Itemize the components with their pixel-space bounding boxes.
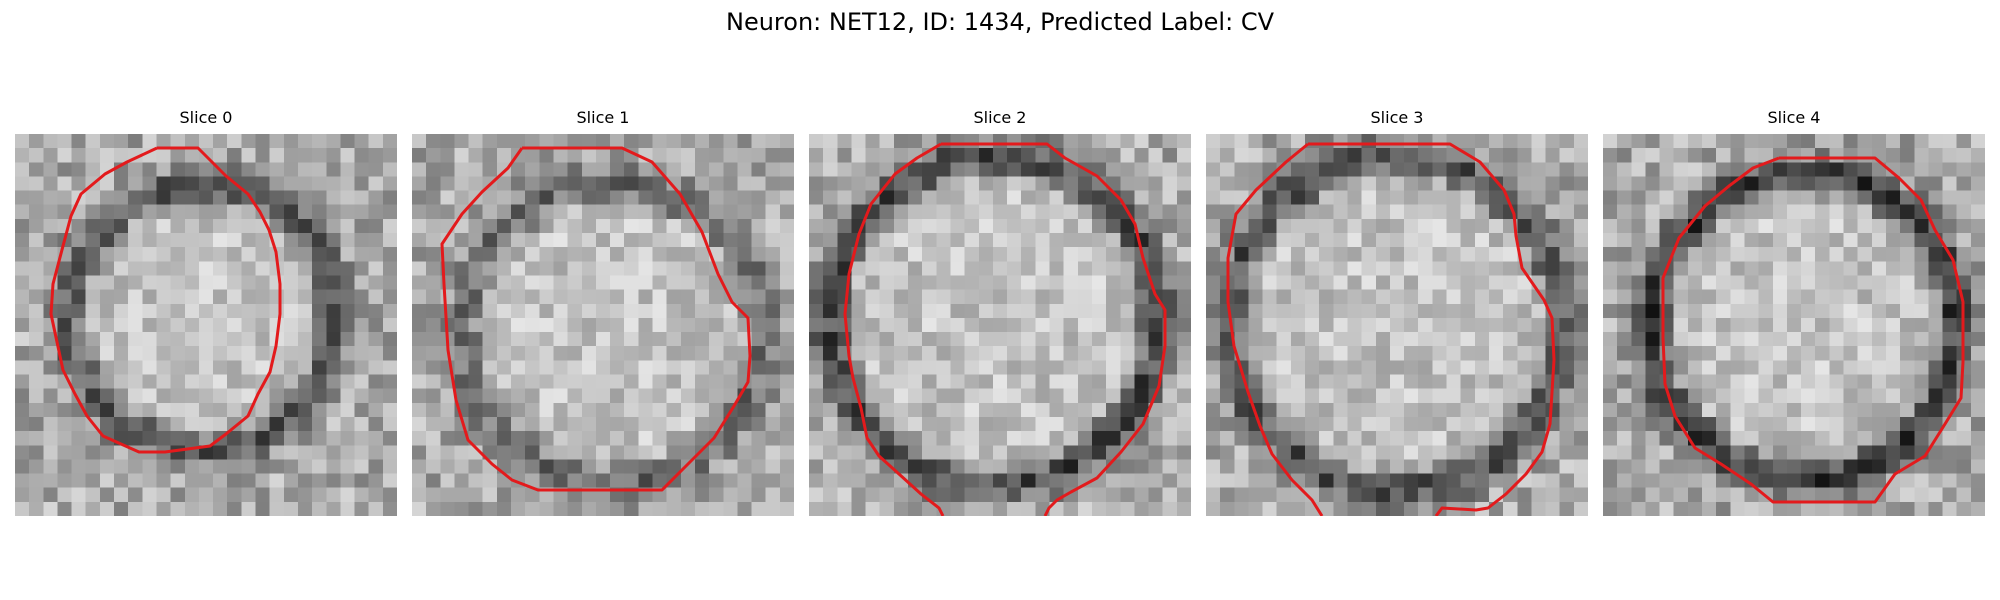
slice-image — [1603, 134, 1985, 516]
slice-panel-3: Slice 3 — [1206, 108, 1588, 516]
slice-panel-2: Slice 2 — [809, 108, 1191, 516]
slice-panel-4: Slice 4 — [1603, 108, 1985, 516]
segmentation-contour — [1226, 142, 1556, 516]
segmentation-contour — [49, 146, 282, 454]
segmentation-contour — [440, 146, 752, 492]
slice-title: Slice 1 — [576, 108, 630, 127]
figure-title: Neuron: NET12, ID: 1434, Predicted Label… — [726, 8, 1274, 36]
slice-panel-0: Slice 0 — [15, 108, 397, 516]
slice-title: Slice 2 — [973, 108, 1027, 127]
slice-title: Slice 0 — [179, 108, 233, 127]
segmentation-contour — [1661, 156, 1965, 504]
slice-panel-1: Slice 1 — [412, 108, 794, 516]
segmentation-contour — [843, 142, 1167, 516]
slice-title: Slice 4 — [1767, 108, 1821, 127]
slice-image — [809, 134, 1191, 516]
slice-title: Slice 3 — [1370, 108, 1424, 127]
